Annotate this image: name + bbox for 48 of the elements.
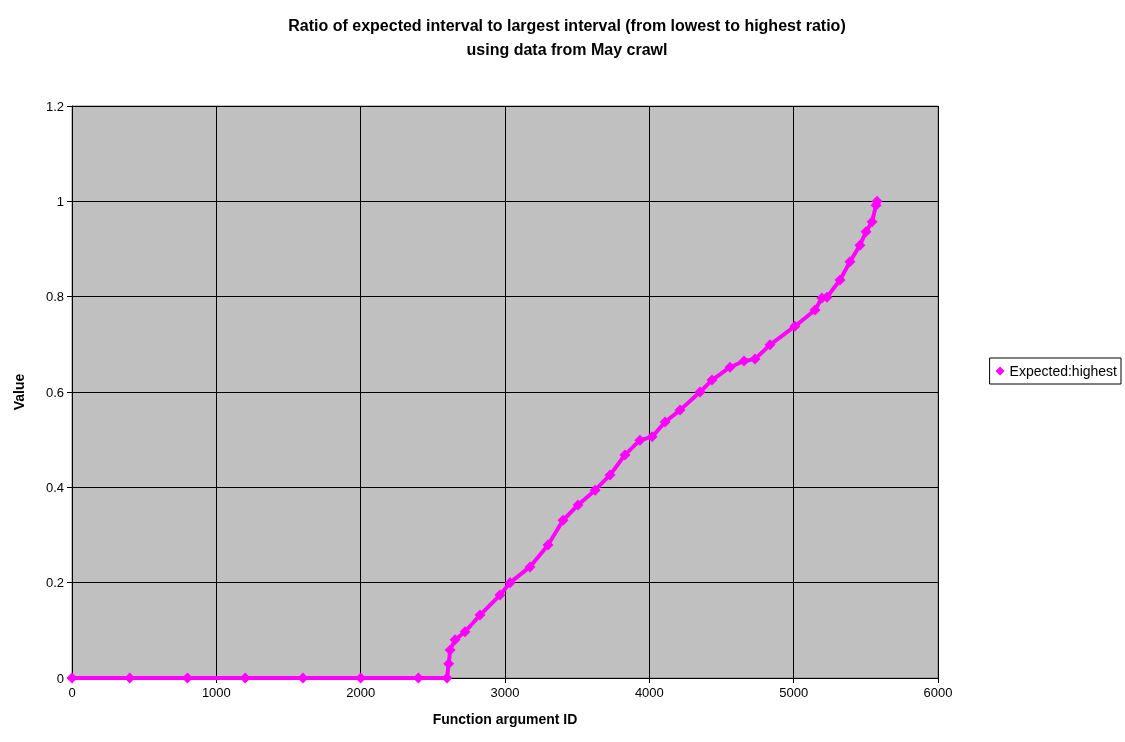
point bbox=[844, 256, 856, 268]
x-tick-label: 6000 bbox=[923, 685, 953, 700]
point bbox=[834, 274, 846, 286]
x-tick-label: 3000 bbox=[490, 685, 520, 700]
point bbox=[459, 626, 471, 638]
y-tick-label: 1 bbox=[56, 193, 64, 209]
point bbox=[604, 469, 616, 481]
y-tick-label: 0.2 bbox=[45, 575, 64, 591]
point bbox=[494, 589, 506, 601]
point bbox=[809, 304, 821, 316]
point bbox=[764, 339, 776, 351]
point bbox=[634, 434, 646, 446]
point bbox=[474, 609, 486, 621]
point bbox=[557, 514, 569, 526]
point bbox=[504, 577, 516, 589]
point bbox=[738, 355, 750, 367]
y-tick-label: 0 bbox=[56, 670, 64, 686]
point bbox=[646, 431, 658, 443]
y-tick-label: 1.2 bbox=[45, 98, 64, 114]
x-tick-label: 0 bbox=[68, 685, 76, 700]
x-tick-label: 1000 bbox=[201, 685, 231, 700]
chart-title: Ratio of expected interval to largest interval (from lowest to highest ratio) using data from May crawl bbox=[288, 16, 846, 58]
point bbox=[860, 226, 872, 238]
point bbox=[724, 361, 736, 373]
x-tick-label: 5000 bbox=[779, 685, 809, 700]
y-tick-label: 0.8 bbox=[45, 289, 64, 305]
point bbox=[706, 374, 718, 386]
point bbox=[524, 561, 536, 573]
point bbox=[694, 386, 706, 398]
y-tick-label: 0.4 bbox=[45, 479, 64, 495]
x-tick-label: 4000 bbox=[634, 685, 664, 700]
point bbox=[659, 416, 671, 428]
point bbox=[589, 484, 601, 496]
point bbox=[854, 239, 866, 251]
point bbox=[542, 539, 554, 551]
point bbox=[866, 216, 878, 228]
point bbox=[572, 499, 584, 511]
point bbox=[619, 449, 631, 461]
legend-label: Expected:highest bbox=[1009, 363, 1118, 379]
point bbox=[449, 634, 461, 646]
point bbox=[674, 404, 686, 416]
y-tick-label: 0.6 bbox=[45, 384, 64, 400]
x-tick-label: 2000 bbox=[346, 685, 376, 700]
point bbox=[444, 644, 456, 656]
point bbox=[749, 353, 761, 365]
x-axis-title: Function argument ID bbox=[432, 711, 578, 727]
y-axis-title: Value bbox=[11, 373, 27, 411]
point bbox=[789, 320, 801, 332]
